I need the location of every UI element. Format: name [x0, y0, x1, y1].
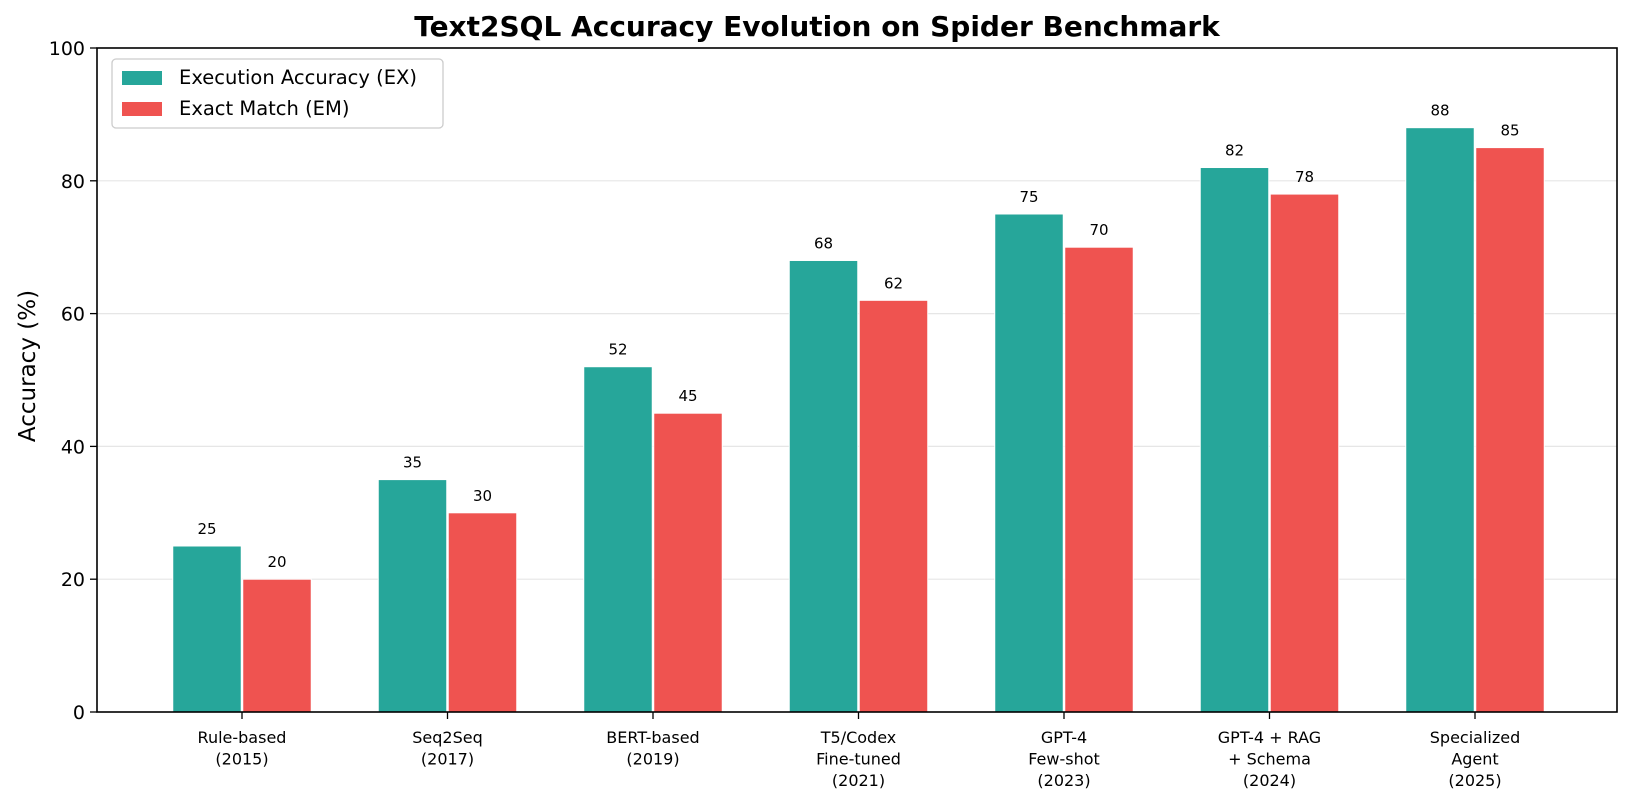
bar-em	[447, 512, 518, 713]
bar-em	[1064, 246, 1134, 713]
axes: 0 20 40 60 80 100 Rule-based (2015) Seq2Seq (2017…	[49, 38, 1618, 790]
bar-ex	[1405, 127, 1475, 713]
bar-ex	[583, 366, 653, 713]
data-label: 25	[197, 520, 216, 538]
bar-em	[1269, 193, 1340, 713]
data-labels: 25 35 52 68 75 82 88 20 30 45 62 70 78 85	[197, 102, 1519, 572]
y-axis-label: Accuracy (%)	[15, 290, 41, 442]
y-tick-label: 40	[61, 436, 85, 458]
data-label: 68	[814, 234, 833, 252]
x-tick-label: Specialized Agent (2025)	[1430, 728, 1521, 790]
x-tick-label: GPT-4 Few-shot (2023)	[1028, 728, 1100, 790]
bar-ex	[1199, 167, 1270, 713]
y-tick-label: 80	[61, 171, 85, 193]
x-tick-label: GPT-4 + RAG + Schema (2024)	[1218, 728, 1321, 790]
chart-title: Text2SQL Accuracy Evolution on Spider Be…	[414, 10, 1221, 43]
data-label: 82	[1225, 142, 1244, 160]
bar-ex	[788, 259, 859, 713]
y-tick-label: 0	[73, 702, 85, 724]
data-label: 52	[608, 341, 627, 359]
bar-em	[653, 412, 723, 713]
legend-label: Exact Match (EM)	[179, 97, 349, 120]
data-label: 62	[884, 274, 903, 292]
bar-ex	[377, 479, 448, 713]
y-tick-label: 100	[49, 38, 85, 60]
x-tick-label: Rule-based (2015)	[198, 728, 287, 769]
data-label: 88	[1430, 102, 1449, 120]
data-label: 20	[267, 553, 286, 571]
x-tick-label: Seq2Seq (2017)	[412, 728, 483, 769]
y-tick-label: 20	[61, 569, 85, 591]
data-label: 35	[403, 454, 422, 472]
bar-em	[1475, 147, 1545, 713]
data-label: 78	[1295, 168, 1314, 186]
bar-em	[242, 578, 312, 713]
bar-em	[858, 299, 929, 713]
x-tick-label: T5/Codex Fine-tuned (2021)	[816, 728, 901, 790]
y-tick-label: 60	[61, 304, 85, 326]
bars	[172, 127, 1545, 713]
plot-frame	[96, 47, 1618, 713]
legend-label: Execution Accuracy (EX)	[179, 66, 417, 89]
legend-swatch	[122, 71, 162, 85]
legend: Execution Accuracy (EX) Exact Match (EM)	[111, 58, 444, 129]
data-label: 85	[1500, 122, 1519, 140]
data-label: 30	[473, 487, 492, 505]
bar-ex	[994, 213, 1064, 713]
data-label: 75	[1019, 188, 1038, 206]
legend-box	[111, 58, 444, 129]
x-tick-label: BERT-based (2019)	[606, 728, 699, 769]
legend-swatch	[122, 102, 162, 116]
data-label: 45	[678, 387, 697, 405]
bar-ex	[172, 545, 242, 713]
data-label: 70	[1089, 221, 1108, 239]
